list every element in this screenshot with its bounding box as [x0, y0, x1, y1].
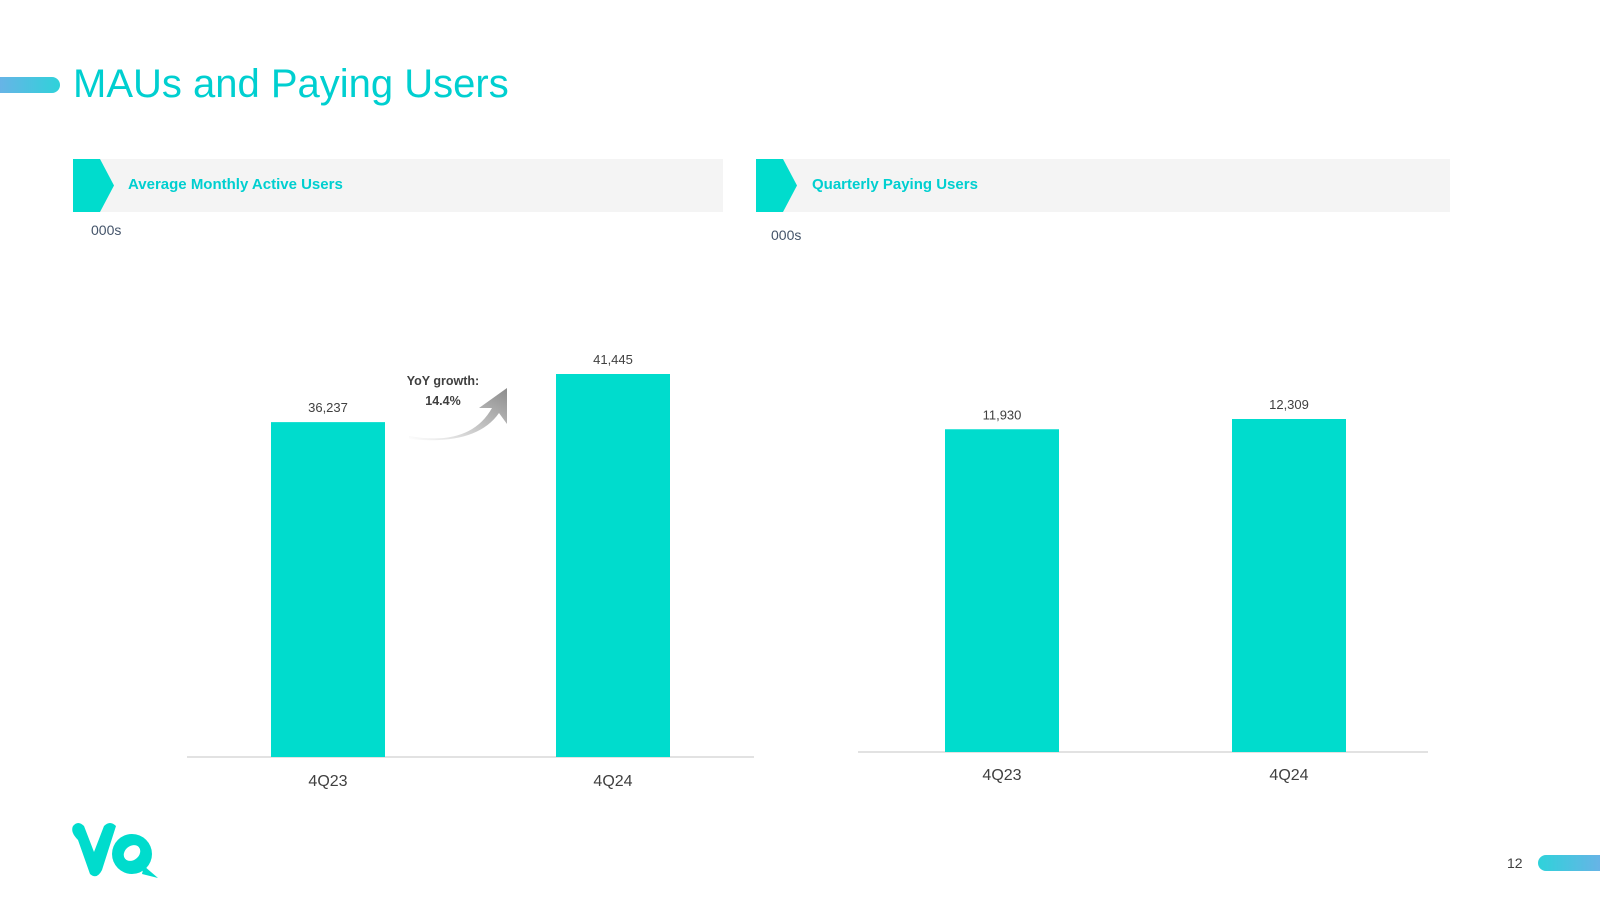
mau-tick-label-4q24: 4Q24: [593, 773, 632, 790]
paying-panel-title: Quarterly Paying Users: [812, 176, 978, 193]
mau-unit-label: 000s: [91, 222, 122, 238]
mau-panel-header: Average Monthly Active Users: [73, 159, 723, 212]
title-accent-bar: [0, 77, 60, 93]
footer-accent-bar: [1538, 855, 1600, 871]
growth-arrow-icon: [409, 388, 507, 441]
mau-bar-4q24: [556, 374, 670, 757]
yoy-growth-value: 14.4%: [425, 394, 460, 408]
yoy-growth-annotation: YoY growth: 14.4%: [407, 374, 507, 441]
mau-data-label-4q24: 41,445: [593, 352, 633, 367]
chevron-right-icon: [73, 159, 114, 212]
mau-data-label-4q23: 36,237: [308, 400, 348, 415]
paying-data-label-4q23: 11,930: [983, 407, 1022, 422]
paying-bar-4q23: [945, 429, 1059, 752]
paying-unit-label: 000s: [771, 227, 802, 243]
paying-tick-label-4q23: 4Q23: [982, 767, 1021, 784]
yalla-logo: [72, 823, 158, 878]
chevron-right-icon: [756, 159, 797, 212]
mau-tick-label-4q23: 4Q23: [308, 773, 347, 790]
page-title: MAUs and Paying Users: [73, 62, 509, 106]
paying-bar-4q24: [1232, 419, 1346, 752]
mau-chart: 36,237 41,445 4Q23 4Q24: [187, 352, 754, 790]
mau-panel-title: Average Monthly Active Users: [128, 176, 343, 193]
yoy-growth-label: YoY growth:: [407, 374, 479, 388]
paying-tick-label-4q24: 4Q24: [1269, 767, 1308, 784]
paying-users-chart: 11,930 12,309 4Q23 4Q24: [858, 397, 1428, 784]
mau-bar-4q23: [271, 422, 385, 757]
paying-data-label-4q24: 12,309: [1269, 397, 1309, 412]
page-number: 12: [1507, 855, 1523, 871]
paying-panel-header: Quarterly Paying Users: [756, 159, 1450, 212]
